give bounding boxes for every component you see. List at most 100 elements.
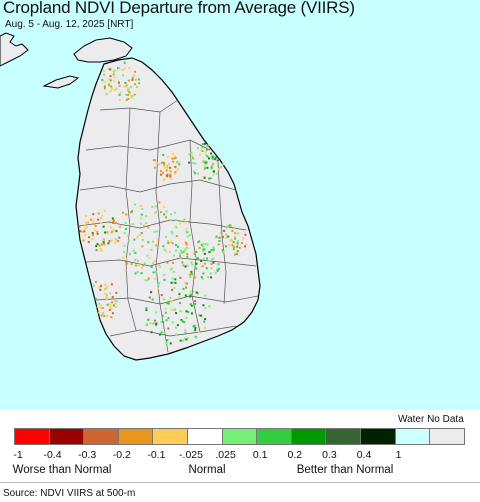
ndvi-pixel-133	[175, 312, 178, 315]
ndvi-pixel-301	[205, 148, 208, 151]
ndvi-pixel-297	[196, 147, 199, 149]
ndvi-pixel-541	[153, 260, 156, 263]
ndvi-pixel-77	[114, 302, 117, 305]
ndvi-pixel-184	[197, 331, 200, 334]
ndvi-pixel-625	[155, 244, 158, 247]
ndvi-pixel-390	[118, 99, 121, 101]
ndvi-pixel-20	[110, 226, 112, 229]
ndvi-pixel-305	[201, 146, 204, 149]
ndvi-pixel-219	[155, 322, 158, 325]
ndvi-pixel-550	[140, 205, 142, 208]
ndvi-pixel-575	[170, 241, 173, 244]
ndvi-pixel-70	[104, 292, 107, 295]
ndvi-pixel-42	[100, 222, 102, 225]
ndvi-pixel-595	[153, 230, 156, 233]
ndvi-pixel-146	[195, 291, 198, 294]
ndvi-pixel-185	[182, 287, 185, 290]
ndvi-pixel-151	[166, 339, 169, 342]
mannar-island	[42, 75, 80, 89]
ndvi-pixel-193	[184, 329, 187, 332]
ndvi-pixel-287	[220, 166, 222, 169]
ndvi-pixel-393	[103, 81, 106, 84]
ndvi-pixel-537	[175, 249, 178, 252]
ndvi-pixel-500	[114, 238, 117, 241]
ndvi-pixel-604	[132, 249, 135, 252]
ndvi-pixel-7	[118, 236, 121, 239]
ndvi-pixel-72	[98, 302, 101, 305]
ndvi-pixel-416	[131, 95, 134, 98]
ndvi-pixel-328	[242, 237, 245, 240]
ndvi-pixel-167	[180, 318, 183, 321]
ndvi-pixel-205	[202, 304, 205, 307]
ndvi-pixel-312	[192, 157, 195, 160]
ndvi-pixel-592	[178, 252, 181, 255]
ndvi-pixel-217	[151, 322, 154, 325]
ndvi-pixel-345	[228, 243, 231, 246]
ndvi-pixel-586	[148, 257, 151, 260]
ndvi-pixel-449	[212, 257, 215, 260]
ndvi-pixel-123	[170, 308, 173, 311]
ndvi-pixel-111	[105, 287, 108, 290]
ndvi-pixel-571	[144, 279, 147, 282]
ndvi-pixel-90	[109, 292, 111, 295]
ndvi-pixel-602	[153, 212, 156, 215]
ndvi-pixel-552	[172, 270, 175, 273]
ndvi-pixel-309	[203, 165, 206, 168]
ndvi-pixel-524	[137, 264, 140, 267]
ndvi-pixel-170	[155, 323, 158, 326]
ndvi-pixel-52	[83, 227, 86, 230]
ndvi-pixel-96	[114, 300, 116, 302]
ndvi-pixel-543	[165, 235, 168, 238]
ndvi-pixel-338	[236, 245, 239, 248]
ndvi-pixel-183	[182, 339, 185, 342]
ndvi-pixel-201	[184, 332, 187, 335]
ndvi-pixel-384	[131, 78, 134, 81]
ndvi-pixel-368	[232, 246, 235, 248]
ndvi-pixel-459	[204, 243, 207, 245]
ndvi-pixel-198	[179, 302, 182, 305]
legend-swatch-10	[359, 428, 396, 445]
ndvi-pixel-526	[140, 222, 142, 225]
ndvi-pixel-74	[105, 296, 108, 299]
ndvi-pixel-318	[192, 162, 195, 164]
ndvi-pixel-262	[162, 161, 165, 164]
ndvi-pixel-405	[125, 99, 128, 101]
ndvi-pixel-404	[134, 70, 136, 73]
ndvi-pixel-43	[115, 230, 118, 233]
ndvi-pixel-30	[111, 230, 114, 233]
ndvi-pixel-3	[88, 236, 91, 239]
ndvi-pixel-95	[103, 315, 106, 317]
ndvi-pixel-56	[79, 230, 82, 233]
ndvi-pixel-325	[221, 248, 224, 251]
ndvi-pixel-12	[85, 226, 88, 229]
ndvi-pixel-538	[170, 213, 173, 216]
ndvi-pixel-150	[176, 324, 179, 327]
ndvi-pixel-395	[128, 88, 130, 91]
ndvi-pixel-102	[111, 301, 114, 304]
legend-swatch-12	[429, 428, 465, 445]
ndvi-pixel-515	[180, 249, 182, 252]
ndvi-pixel-175	[189, 295, 192, 298]
ndvi-pixel-436	[205, 267, 208, 270]
ndvi-pixel-523	[162, 274, 165, 277]
ndvi-pixel-576	[129, 253, 131, 256]
ndvi-pixel-606	[140, 232, 143, 235]
ndvi-pixel-438	[186, 264, 189, 267]
ndvi-pixel-360	[236, 242, 239, 245]
ndvi-pixel-54	[113, 220, 116, 222]
legend-tick-9: 0.3	[322, 449, 337, 461]
ndvi-pixel-555	[128, 239, 130, 242]
ndvi-pixel-270	[201, 143, 204, 146]
ndvi-pixel-300	[211, 155, 214, 158]
ndvi-pixel-401	[114, 69, 117, 72]
ndvi-pixel-212	[190, 291, 192, 293]
ndvi-pixel-149	[179, 276, 182, 279]
ndvi-pixel-488	[184, 248, 187, 251]
ndvi-pixel-319	[210, 164, 213, 167]
ndvi-pixel-479	[216, 268, 219, 271]
ndvi-pixel-241	[160, 173, 163, 176]
ndvi-pixel-545	[125, 228, 127, 230]
ndvi-pixel-446	[203, 248, 206, 251]
ndvi-pixel-210	[157, 287, 159, 290]
ndvi-pixel-321	[233, 253, 236, 256]
